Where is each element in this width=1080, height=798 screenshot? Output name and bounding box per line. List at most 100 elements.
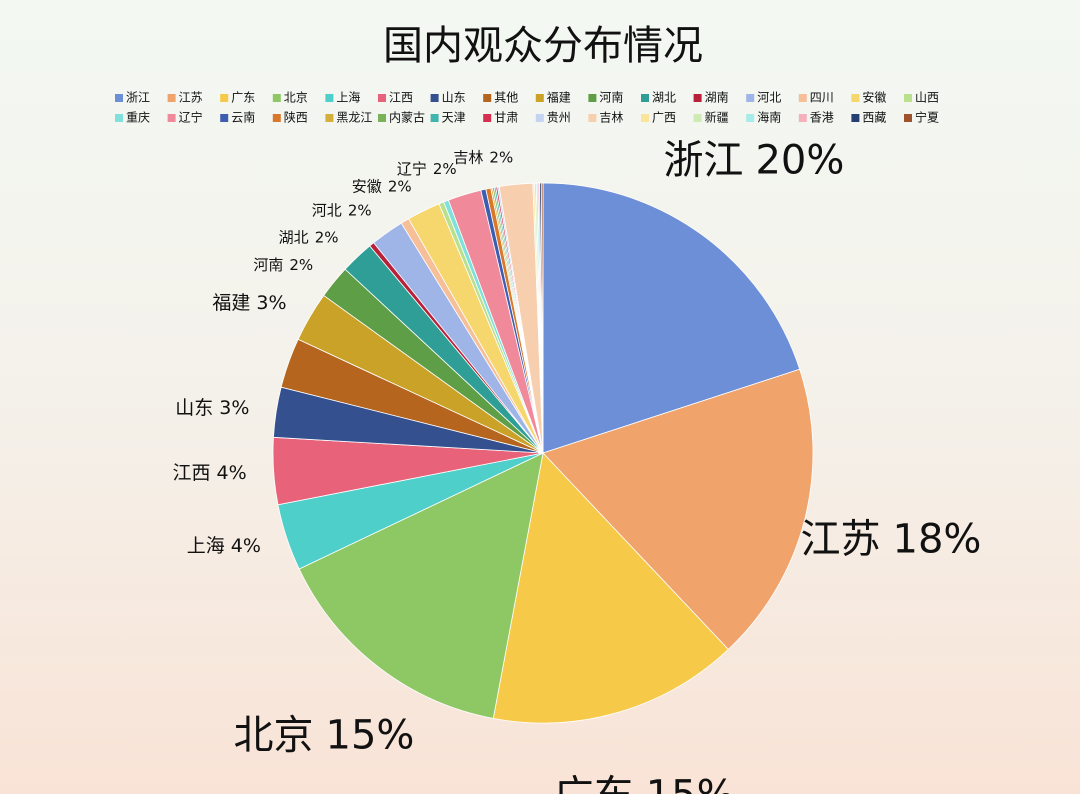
legend-label: 辽宁 — [179, 110, 203, 125]
legend-item: 海南 — [746, 110, 781, 125]
legend-label: 其他 — [494, 91, 518, 105]
slice-label-value: 2% — [433, 159, 457, 177]
legend-swatch — [272, 94, 281, 102]
slice-label-name: 广东 — [554, 773, 634, 794]
legend-swatch — [693, 114, 702, 122]
legend-item: 山东 — [430, 91, 466, 105]
slice-label-value: 2% — [388, 177, 412, 195]
legend-item: 湖北 — [641, 90, 676, 105]
legend-swatch — [430, 114, 439, 122]
legend-label: 海南 — [757, 110, 781, 125]
legend-item: 河北 — [746, 91, 781, 105]
slice-label-value: 15% — [326, 713, 415, 759]
slice-label-value: 3% — [256, 292, 286, 314]
legend-item: 安徽 — [851, 90, 886, 105]
legend-item: 贵州 — [535, 111, 571, 125]
legend-item: 辽宁 — [167, 110, 203, 125]
slice-label-value: 18% — [893, 517, 982, 563]
pie-slice — [542, 368, 814, 650]
legend-swatch — [115, 94, 123, 102]
slice-label-name: 福建 — [212, 292, 250, 314]
legend-swatch — [167, 94, 176, 102]
slice-label-name: 辽宁 — [397, 159, 427, 177]
legend-swatch — [325, 94, 334, 102]
legend-item: 北京 — [272, 91, 308, 105]
slice-label: 河南 2% — [253, 255, 313, 273]
legend-item: 江西 — [378, 91, 413, 105]
legend-item: 西藏 — [851, 111, 886, 125]
legend-item: 云南 — [220, 110, 255, 125]
slice-label-name: 河北 — [312, 201, 342, 219]
legend-label: 浙江 — [126, 91, 150, 105]
slice-label-name: 吉林 — [453, 148, 483, 166]
slice-label-name: 江西 — [173, 462, 211, 484]
legend-label: 山西 — [915, 91, 939, 105]
legend-swatch — [798, 114, 807, 122]
pie-slice — [298, 452, 544, 719]
legend-swatch — [851, 114, 860, 122]
legend-swatch — [483, 114, 492, 122]
legend-label: 福建 — [547, 90, 571, 105]
legend-item: 吉林 — [588, 111, 623, 125]
slice-label-value: 2% — [348, 201, 372, 219]
legend-swatch — [378, 114, 386, 122]
slice-label-value: 2% — [315, 228, 339, 246]
legend-item: 新疆 — [693, 110, 729, 125]
legend-swatch — [378, 94, 386, 102]
legend-label: 吉林 — [599, 111, 623, 125]
slice-label: 山东 3% — [175, 396, 249, 418]
legend-label: 河南 — [599, 90, 623, 105]
legend-label: 云南 — [231, 110, 255, 125]
legend-label: 重庆 — [126, 111, 150, 125]
legend-label: 江西 — [389, 91, 413, 105]
legend-swatch — [325, 114, 334, 122]
legend-item: 天津 — [430, 111, 466, 125]
legend-swatch — [483, 94, 492, 102]
legend-item: 陕西 — [272, 110, 308, 125]
legend-label: 陕西 — [284, 110, 308, 125]
slice-label-value: 15% — [646, 773, 735, 794]
legend-swatch — [904, 94, 912, 102]
legend-swatch — [220, 94, 229, 102]
legend-swatch — [272, 114, 281, 122]
legend-label: 安徽 — [862, 90, 886, 105]
legend-item: 黑龙江 — [325, 111, 372, 125]
slice-label: 浙江 20% — [663, 137, 844, 183]
chart-title: 国内观众分布情况 — [383, 23, 703, 69]
legend-label: 香港 — [810, 111, 834, 125]
slice-label-name: 湖北 — [279, 228, 309, 246]
pie-slice — [542, 182, 801, 454]
slice-label-name: 山东 — [175, 396, 213, 418]
slice-label-name: 上海 — [187, 535, 225, 557]
slice-label-name: 江苏 — [801, 517, 881, 563]
legend-label: 甘肃 — [494, 111, 518, 125]
slice-label-value: 2% — [489, 148, 513, 166]
legend-swatch — [535, 114, 544, 122]
slice-label: 江苏 18% — [801, 517, 982, 563]
legend-label: 广西 — [652, 111, 676, 125]
legend-swatch — [746, 114, 755, 122]
legend-swatch — [851, 94, 860, 102]
legend-swatch — [693, 94, 702, 102]
legend-item: 上海 — [325, 90, 360, 105]
slice-label-value: 4% — [231, 535, 261, 557]
legend-item: 广西 — [641, 111, 676, 125]
slice-label: 安徽 2% — [352, 177, 412, 195]
legend-label: 上海 — [336, 90, 360, 105]
legend-swatch — [430, 94, 439, 102]
legend-swatch — [588, 94, 597, 102]
pie-slice — [540, 182, 544, 454]
slice-label: 吉林 2% — [453, 148, 513, 166]
slice-label: 北京 15% — [234, 713, 415, 759]
slice-label-name: 河南 — [253, 255, 283, 273]
slice-label-name: 安徽 — [352, 177, 382, 195]
legend-label: 江苏 — [179, 91, 203, 105]
legend-item: 重庆 — [115, 111, 150, 125]
legend-item: 其他 — [483, 91, 518, 105]
legend-label: 河北 — [757, 91, 781, 105]
legend-item: 浙江 — [115, 91, 150, 105]
slice-label-value: 3% — [219, 396, 249, 418]
legend-item: 宁夏 — [904, 110, 939, 125]
slice-label: 湖北 2% — [279, 228, 339, 246]
